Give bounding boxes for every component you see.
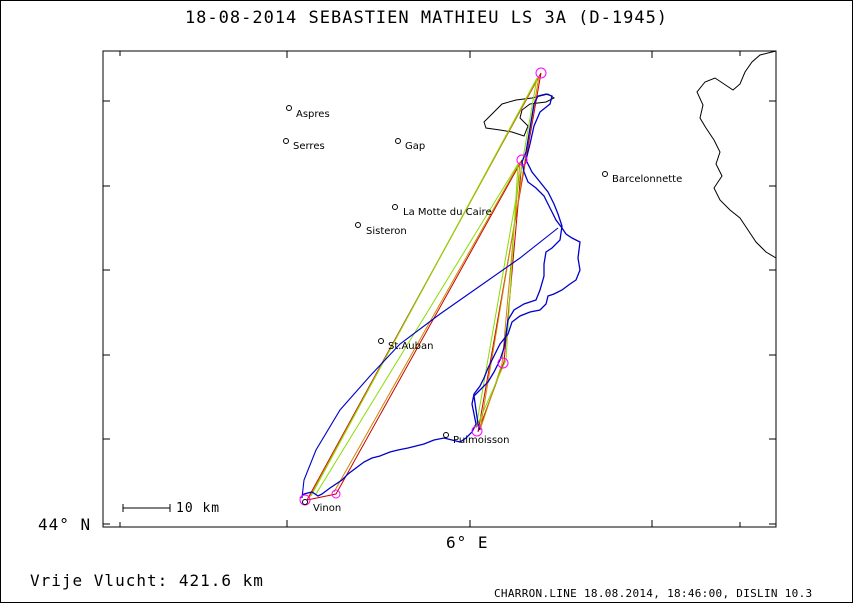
map-border [102,50,777,528]
town-label-gap: Gap [405,141,425,152]
town-marker-vinon [302,499,308,505]
towns [283,105,608,505]
scale-bar [122,504,171,512]
town-label-sisteron: Sisteron [366,226,407,237]
turnpoint-1 [535,67,547,79]
flight-track [299,93,581,499]
turnpoint-4 [471,425,483,437]
border-line [696,50,777,259]
town-label-barcelonnette: Barcelonnette [612,174,682,185]
turnpoint-3 [497,357,509,369]
flight-title: 18-08-2014 SEBASTIEN MATHIEU LS 3A (D-19… [184,8,669,28]
turnpoint-2 [516,154,528,166]
turnpoint-finish [331,489,341,499]
town-label-la-motte: La Motte du Caire [403,207,492,218]
town-label-puimoisson: Puimoisson [453,435,509,446]
town-label-aspres: Aspres [296,109,330,120]
town-marker-barcelonnette [602,171,608,177]
town-marker-aspres [286,105,292,111]
scale-bar-label: 10 km [176,501,221,516]
turnpoints [299,67,547,506]
town-label-st-auban: St.Auban [388,341,433,352]
town-marker-sisteron [355,222,361,228]
footer-info: CHARRON.LINE 18.08.2014, 18:46:00, DISLI… [494,587,813,600]
town-label-serres: Serres [293,141,325,152]
task-leg-green [310,77,538,497]
town-marker-st-auban [378,338,384,344]
town-marker-la-motte [392,204,398,210]
task-leg-orange [308,75,540,499]
latitude-label: 44° N [38,515,92,534]
town-marker-puimoisson [443,432,449,438]
lake-outline [483,93,555,137]
free-flight-distance: Vrije Vlucht: 421.6 km [30,571,264,590]
town-marker-gap [395,138,401,144]
flight-track-straight-segment [301,227,559,499]
longitude-label: 6° E [446,533,489,552]
task-leg-red [306,72,542,501]
task-legs [306,72,542,501]
axis-ticks [103,51,776,527]
town-label-vinon: Vinon [313,503,341,514]
town-marker-serres [283,138,289,144]
